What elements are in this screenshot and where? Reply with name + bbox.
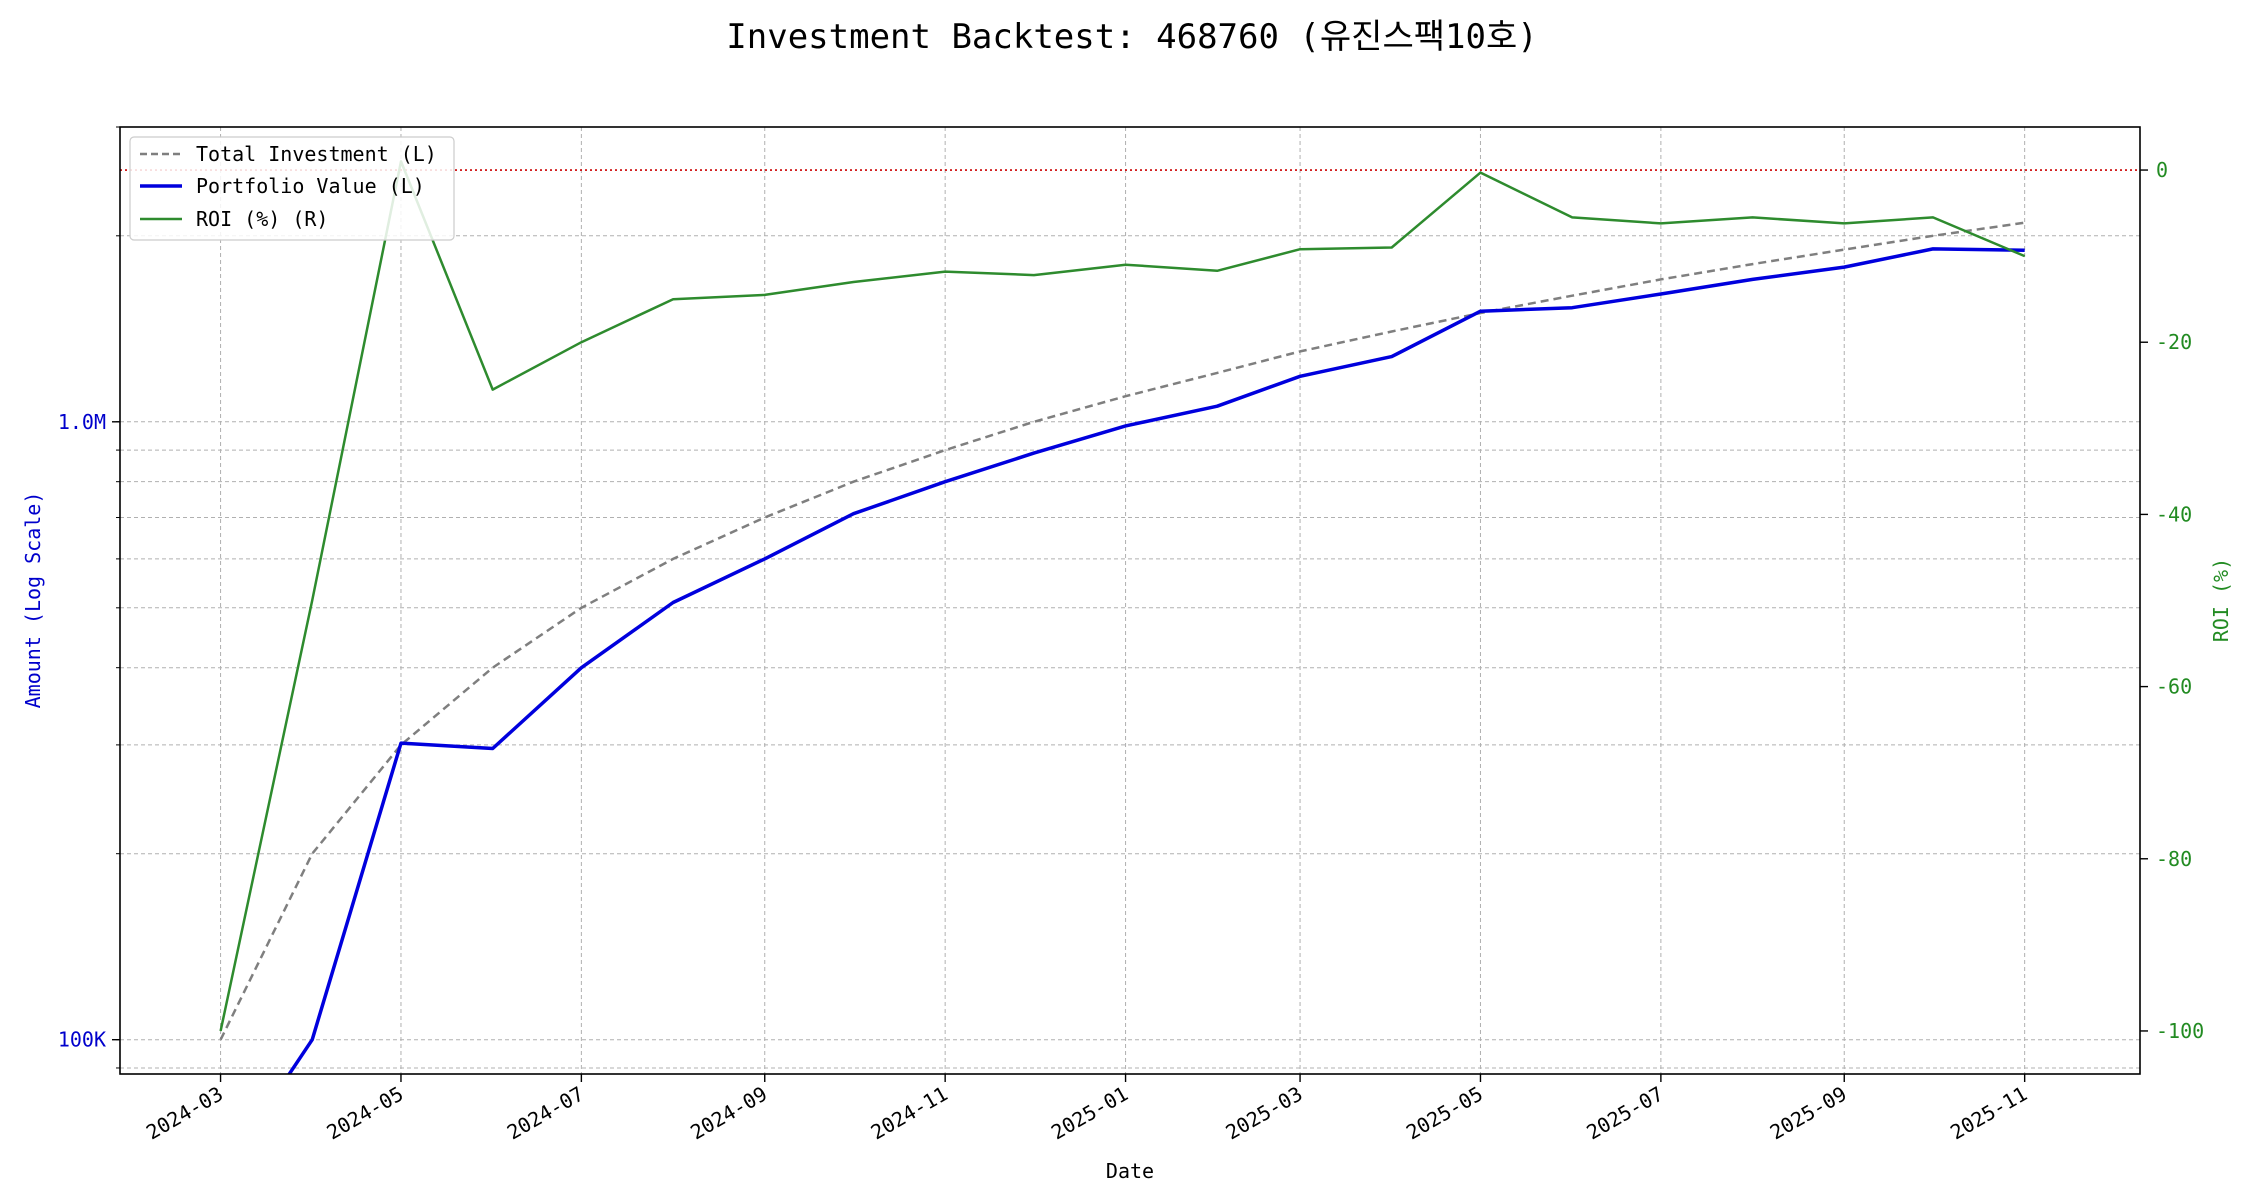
series-group (219, 160, 2026, 1074)
roi-line (219, 160, 2026, 1032)
y-right-tick-label: 0 (2156, 158, 2168, 182)
legend-label-roi: ROI (%) (R) (196, 207, 328, 231)
portfolio-value-line (287, 247, 2025, 1074)
y-right-tick-label: -80 (2156, 847, 2192, 871)
series-layer (219, 160, 2026, 1074)
y-axis-right-label: ROI (%) (2209, 558, 2233, 642)
y-left-tick-label: 100K (58, 1028, 106, 1052)
y-right-tick-label: -40 (2156, 502, 2192, 526)
left-axis-ticks: 100K 1.0M (58, 126, 120, 1069)
legend: Total Investment (L) Portfolio Value (L)… (129, 136, 455, 241)
chart-title: Investment Backtest: 468760 (유진스팩10호) (726, 17, 1537, 57)
right-axis-ticks: 0 -20 -40 -60 -80 -100 (2140, 158, 2204, 1043)
y-right-tick-label: -100 (2156, 1019, 2204, 1043)
y-right-tick-label: -20 (2156, 330, 2192, 354)
total-investment-line (219, 221, 2025, 1041)
legend-box (129, 136, 455, 241)
plot-frame (119, 126, 2141, 1075)
y-right-tick-label: -60 (2156, 675, 2192, 699)
legend-label-portfolio-value: Portfolio Value (L) (196, 174, 425, 198)
grid (120, 126, 2140, 1074)
y-left-tick-label: 1.0M (58, 410, 106, 434)
y-axis-left-label: Amount (Log Scale) (21, 492, 45, 709)
x-axis-label: Date (1106, 1159, 1154, 1183)
legend-label-total-investment: Total Investment (L) (196, 142, 437, 166)
